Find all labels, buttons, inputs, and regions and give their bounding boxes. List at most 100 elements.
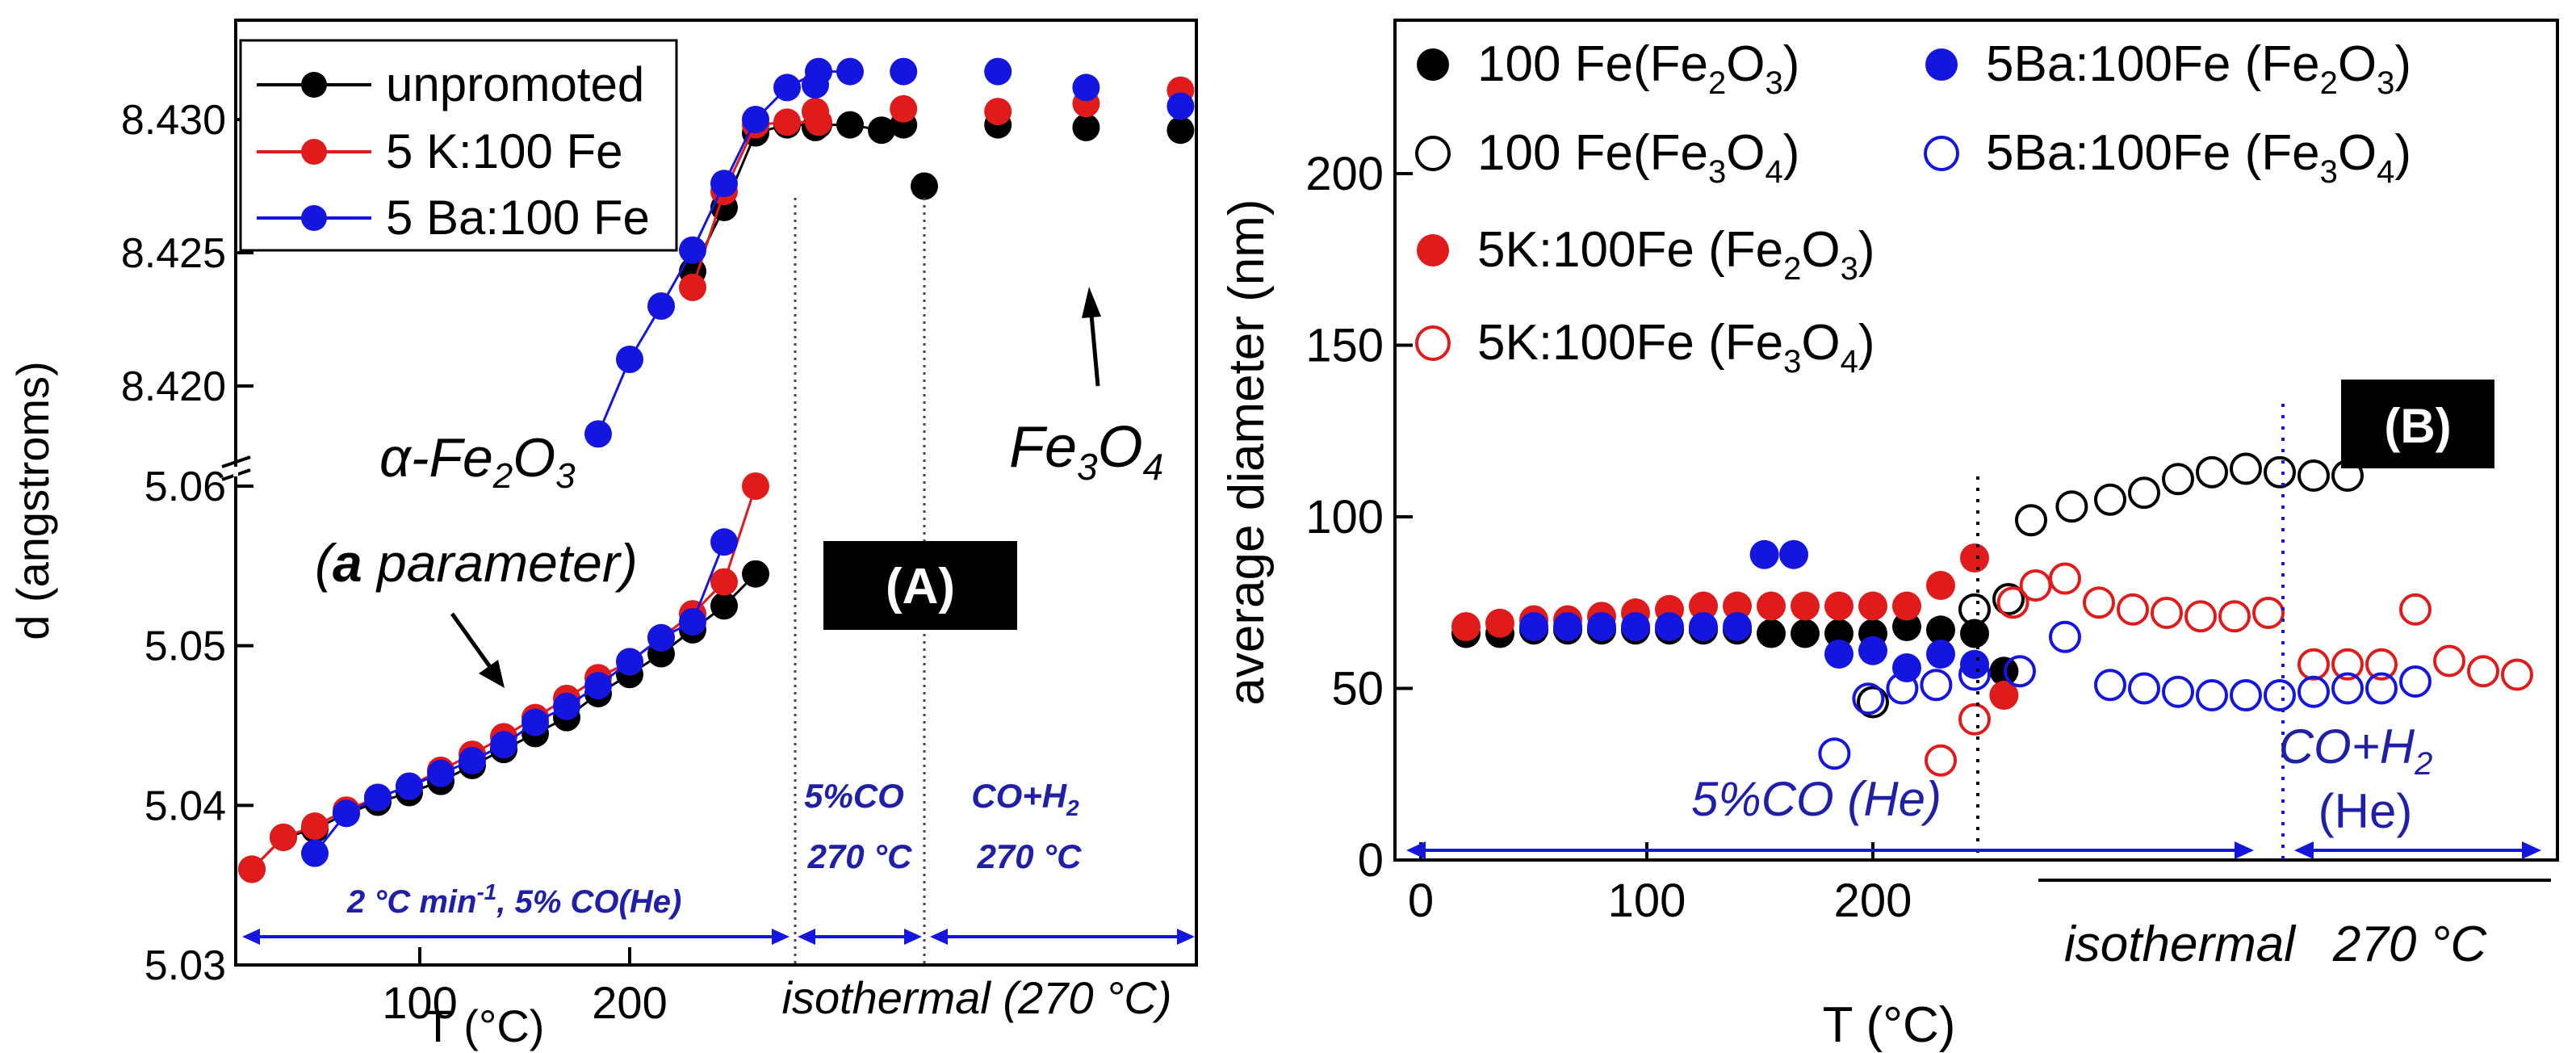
series-3-point (2252, 597, 2285, 629)
legend-marker (301, 139, 327, 165)
arrow-head (1082, 287, 1101, 318)
y-tick-label: 50 (1331, 663, 1384, 715)
series-4-point (1749, 539, 1779, 569)
coh2-temp-label: 270 °C (977, 837, 1083, 875)
series-2-point (1451, 612, 1481, 641)
series-0-point (1926, 615, 1955, 645)
series-3-point (2218, 600, 2251, 633)
y-tick-label: 5.04 (145, 782, 226, 829)
unpromoted-outlier-point (911, 172, 938, 200)
series-4-point (1926, 640, 1955, 669)
series-3-point (2365, 648, 2398, 681)
series-3-point (2467, 655, 2499, 688)
k-promoted-lower-point (270, 823, 297, 851)
k-promoted-lower-point (710, 568, 738, 596)
legend-marker (1925, 48, 1958, 81)
series-5-point (1886, 672, 1919, 705)
series-0-point (1791, 619, 1820, 648)
panel-a-frame (234, 19, 1198, 967)
unpromoted-upper-point (836, 111, 864, 139)
legend-label: 100 Fe(Fe3O4) (1477, 125, 1799, 190)
panel-a-badge-label: (A) (886, 559, 955, 615)
coh2-he-arrow (2294, 841, 2541, 859)
y-tick-label: 0 (1358, 834, 1384, 887)
series-5-point (2230, 679, 2262, 711)
series-1-point (2128, 476, 2160, 510)
series-4-point (1621, 612, 1650, 641)
legend-label: 5 K:100 Fe (386, 124, 623, 178)
k-promoted-iso-point (802, 98, 829, 126)
series-5-point (2297, 675, 2330, 708)
isothermal-label: isothermal (270 °C) (782, 972, 1172, 1023)
k-promoted-upper-point (679, 273, 706, 301)
series-1-point (2094, 483, 2126, 516)
series-2-point (1723, 591, 1752, 621)
he-label: (He) (2318, 784, 2413, 838)
k-promoted-iso-point (890, 94, 918, 123)
ba-promoted-lower-point (459, 746, 486, 774)
arrow-line (1089, 314, 1100, 387)
series-3-point (2501, 658, 2533, 691)
ba-promoted-upper-point (647, 292, 675, 320)
series-5-point (1852, 682, 1885, 715)
panel-b-x-label: T (°C) (1823, 997, 1956, 1053)
x-tick-label: 200 (1834, 875, 1912, 927)
arrow-head (479, 660, 505, 688)
ba-promoted-lower-point (679, 608, 706, 636)
series-3-point (2049, 562, 2081, 595)
y-tick-label: 8.420 (121, 363, 226, 410)
series-3-point (2433, 644, 2465, 678)
series-4-point (1689, 612, 1718, 641)
series-3-point (2399, 593, 2431, 626)
series-3-point (1996, 586, 2029, 619)
series-3-point (1958, 703, 1991, 736)
ba-promoted-lower-point (333, 799, 360, 828)
series-3-point (2151, 597, 2183, 629)
x-tick-label: 0 (1408, 875, 1434, 927)
legend-marker (1417, 234, 1449, 266)
panel-a-badge (823, 541, 1017, 630)
series-5-point (2162, 675, 2194, 708)
panel-b-y-label: average diameter (nm) (1219, 199, 1275, 705)
unpromoted-upper-point (868, 116, 895, 145)
ba-promoted-upper-point (710, 170, 738, 198)
k-promoted-lower-point (742, 472, 769, 500)
legend-label: 5 Ba:100 Fe (386, 191, 650, 245)
series-4-point (1960, 649, 1989, 679)
arrow-line (450, 612, 495, 672)
panel-b-frame (1393, 19, 2559, 862)
panel-a-x-label: T (°C) (425, 1001, 545, 1051)
coh2-label: CO+H2 (2279, 719, 2433, 782)
series-1-point (2162, 463, 2194, 496)
series-3-point (2297, 648, 2330, 681)
y-tick-label: 5.05 (145, 623, 226, 670)
series-2-point (1892, 591, 1921, 621)
y-tick-label: 100 (1305, 491, 1384, 543)
x-tick-label: 100 (1608, 875, 1686, 927)
legend-marker (1417, 48, 1449, 81)
panel-b-legend: 100 Fe(Fe2O3) 100 Fe(Fe3O4) 5K:100Fe (Fe2O… (1415, 36, 2411, 380)
series-0-point (1960, 619, 1989, 648)
k-promoted-upper-point (773, 108, 801, 136)
series-2-point (1757, 591, 1786, 621)
unpromoted-iso-point (1072, 113, 1100, 141)
panel-b-badge (2341, 380, 2494, 468)
series-4-point (1519, 612, 1548, 641)
ba-promoted-lower-point (301, 839, 329, 867)
legend-label: unpromoted (386, 57, 644, 111)
series-2-point (1689, 591, 1718, 621)
series-1-point (2055, 490, 2088, 523)
series-5-point (2331, 672, 2364, 705)
series-5-point (2399, 665, 2431, 698)
co-he-label: 5%CO (He) (1691, 772, 1941, 826)
ramp-arrow (242, 929, 790, 945)
series-3-point (2331, 648, 2364, 681)
ba-promoted-iso-point (1167, 92, 1195, 120)
ba-promoted-upper-point (773, 73, 801, 102)
co-temp-label: 270 °C (807, 837, 913, 875)
ba-promoted-iso-point (890, 57, 918, 86)
series-1-point (2264, 455, 2296, 489)
y-tick-label: 5.03 (145, 942, 226, 989)
y-tick-label: 5.06 (145, 464, 226, 510)
